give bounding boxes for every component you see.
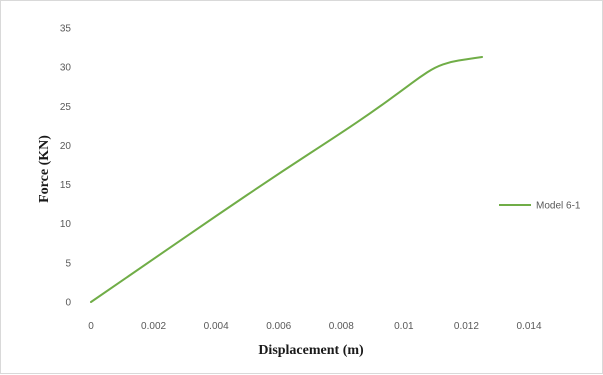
x-axis-title: Displacement (m) bbox=[258, 343, 364, 358]
x-tick-label: 0.008 bbox=[329, 321, 354, 332]
y-axis: 0 5 10 15 20 25 30 35 bbox=[60, 24, 72, 309]
x-tick-label: 0.014 bbox=[516, 321, 541, 332]
y-tick-label: 35 bbox=[60, 24, 72, 35]
y-tick-label: 10 bbox=[60, 219, 72, 230]
x-tick-label: 0.01 bbox=[394, 321, 414, 332]
x-tick-label: 0.002 bbox=[141, 321, 166, 332]
legend-label-model-6-1: Model 6-1 bbox=[536, 201, 581, 212]
series-layer bbox=[90, 55, 484, 303]
x-tick-label: 0.006 bbox=[266, 321, 291, 332]
y-axis-title: Force (KN) bbox=[37, 135, 52, 203]
x-tick-label: 0.012 bbox=[454, 321, 479, 332]
y-tick-label: 5 bbox=[65, 258, 71, 269]
legend: Model 6-1 bbox=[499, 201, 581, 212]
x-tick-label: 0.004 bbox=[204, 321, 229, 332]
y-tick-label: 20 bbox=[60, 141, 72, 152]
x-axis: 0 0.002 0.004 0.006 0.008 0.01 0.012 0.014 bbox=[88, 321, 542, 332]
y-tick-label: 0 bbox=[65, 298, 71, 309]
y-tick-label: 30 bbox=[60, 63, 72, 74]
series-line-model-6-1 bbox=[90, 55, 484, 303]
y-tick-label: 25 bbox=[60, 102, 72, 113]
y-tick-label: 15 bbox=[60, 180, 72, 191]
x-tick-label: 0 bbox=[88, 321, 94, 332]
